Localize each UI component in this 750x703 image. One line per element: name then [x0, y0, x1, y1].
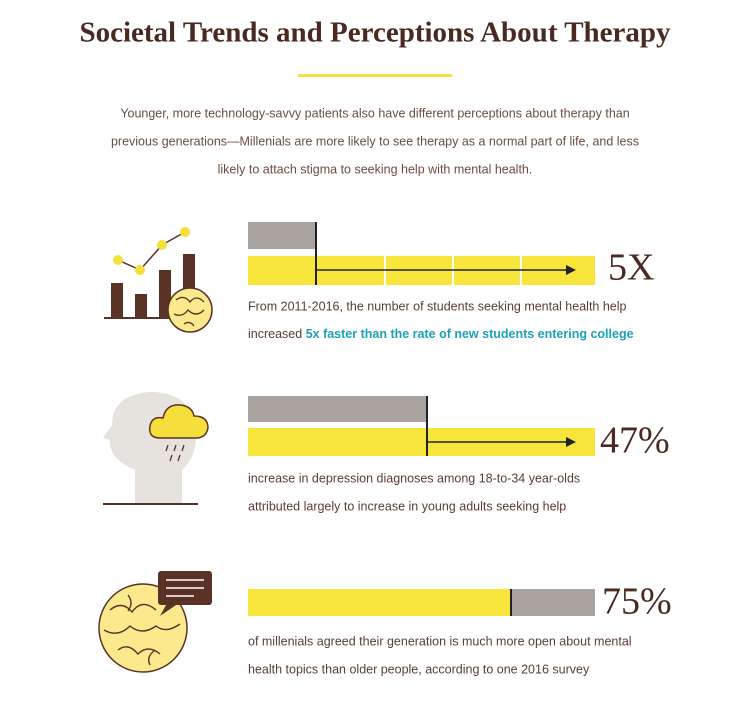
intro-line: Younger, more technology-savvy patients … [120, 106, 629, 120]
stat-highlight: 5x faster than the rate of new students … [306, 327, 634, 341]
head-icon [103, 392, 209, 505]
stat-text: of millenials agreed their generation is… [248, 634, 632, 648]
stat-text: health topics than older people, accordi… [248, 662, 590, 676]
stat-text: increase in depression diagnoses among 1… [248, 471, 580, 485]
title: Societal Trends and Perceptions About Th… [79, 17, 671, 49]
stat-figure: 75% [602, 581, 672, 623]
intro-line: likely to attach stigma to seeking help … [218, 162, 533, 176]
stat-text-line: increased 5x faster than the rate of new… [248, 327, 634, 341]
title-rule [298, 74, 452, 77]
chart-icon [104, 227, 213, 333]
bar-graphic [248, 589, 595, 616]
brain-icon [98, 571, 212, 673]
bar-graphic [248, 396, 595, 456]
stat-text: attributed largely to increase in young … [248, 499, 566, 513]
stat-text: From 2011-2016, the number of students s… [248, 299, 627, 313]
stat-figure: 5X [608, 247, 654, 289]
stat-figure: 47% [600, 420, 670, 462]
bar-graphic [248, 222, 595, 285]
stat-text: increased [248, 327, 302, 341]
intro-line: previous generations—Millenials are more… [111, 134, 639, 148]
